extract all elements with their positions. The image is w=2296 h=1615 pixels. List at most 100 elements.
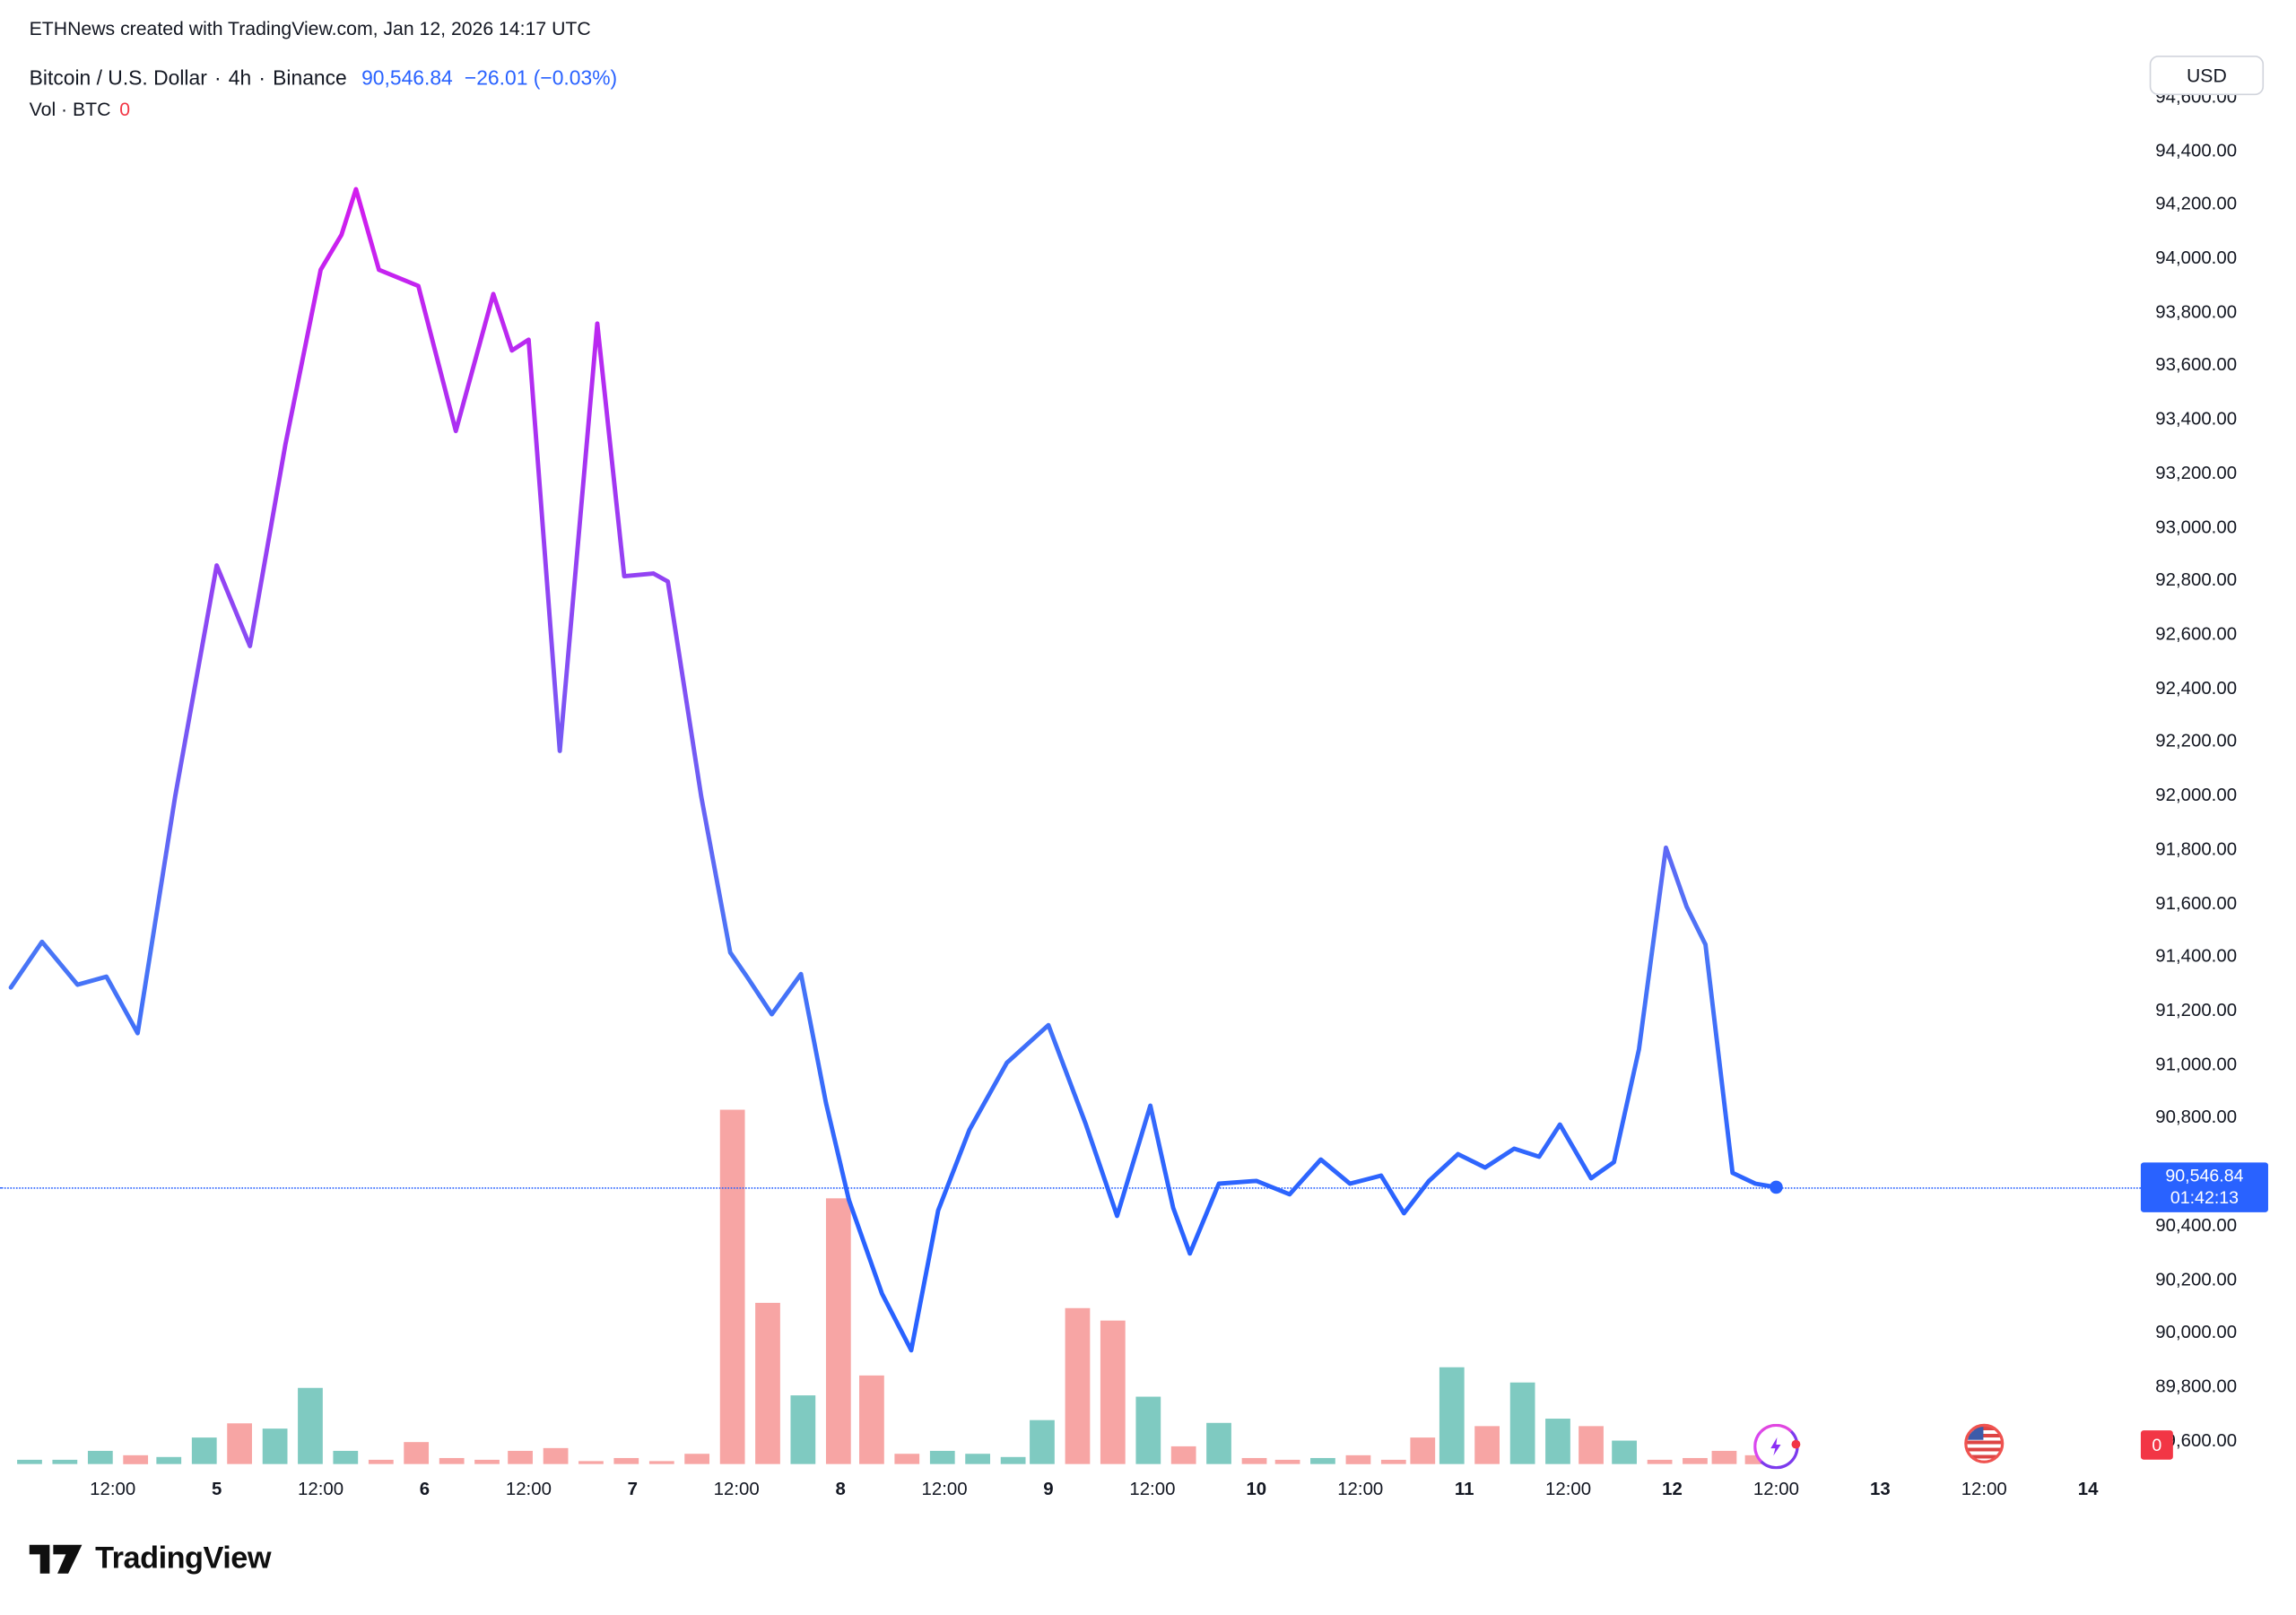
volume-bar xyxy=(17,1459,42,1464)
price-scale-label: 91,000.00 xyxy=(2155,1053,2238,1074)
volume-bar xyxy=(439,1457,465,1464)
volume-bar xyxy=(894,1454,920,1464)
price-scale-label: 89,800.00 xyxy=(2155,1376,2238,1397)
price-scale[interactable]: 94,600.00 94,400.00 94,200.00 94,000.00 93,8… xyxy=(2141,0,2296,1469)
volume-bar xyxy=(825,1198,851,1464)
price-scale-label: 91,200.00 xyxy=(2155,1000,2238,1020)
interval-label[interactable]: 4h xyxy=(228,65,252,90)
tradingview-logomark-icon xyxy=(29,1544,83,1574)
volume-bar xyxy=(1439,1367,1465,1464)
volume-bar xyxy=(1241,1457,1267,1464)
volume-bar xyxy=(613,1457,639,1464)
time-scale-label: 7 xyxy=(627,1478,638,1499)
time-scale-label: 12:00 xyxy=(1961,1478,2007,1499)
lightning-bolt-icon xyxy=(1770,1437,1781,1456)
time-scale-label: 6 xyxy=(419,1478,430,1499)
current-price-value: 90,546.84 xyxy=(2165,1165,2244,1186)
volume-bar xyxy=(1578,1426,1604,1464)
price-scale-label: 93,600.00 xyxy=(2155,354,2238,376)
price-scale-label: 93,400.00 xyxy=(2155,408,2238,430)
volume-bar xyxy=(508,1450,533,1464)
volume-indicator-label[interactable]: Vol · BTC xyxy=(29,97,111,120)
volume-bar xyxy=(1065,1307,1091,1464)
current-price-label: 90,546.84 01:42:13 xyxy=(2140,1162,2268,1212)
time-scale-label: 12:00 xyxy=(1752,1478,1799,1499)
volume-bar xyxy=(123,1454,149,1464)
separator: · xyxy=(258,65,265,90)
price-scale-label: 90,200.00 xyxy=(2155,1268,2238,1289)
volume-bar xyxy=(684,1454,710,1464)
time-scale[interactable]: 12:00 5 12:00 6 12:00 7 12:00 8 12:00 9 12:00 10 12:… xyxy=(0,1469,2141,1519)
volume-bar xyxy=(965,1454,990,1464)
time-scale-label: 9 xyxy=(1043,1478,1054,1499)
volume-bar xyxy=(1000,1456,1026,1464)
tradingview-wordmark: TradingView xyxy=(95,1541,272,1576)
price-scale-label: 92,600.00 xyxy=(2155,623,2238,645)
volume-bar xyxy=(543,1447,569,1464)
time-scale-label: 12:00 xyxy=(505,1478,552,1499)
price-scale-label: 92,200.00 xyxy=(2155,731,2238,752)
currency-toggle-button[interactable]: USD xyxy=(2149,56,2265,96)
price-change-value: −26.01 (−0.03%) xyxy=(464,65,618,90)
price-scale-label: 92,000.00 xyxy=(2155,785,2238,806)
price-scale-label: 93,800.00 xyxy=(2155,300,2238,322)
time-scale-label: 12:00 xyxy=(298,1478,344,1499)
symbol-title[interactable]: Bitcoin / U.S. Dollar xyxy=(29,65,207,90)
volume-bar xyxy=(474,1459,500,1464)
volume-bar xyxy=(404,1442,430,1464)
volume-bar xyxy=(52,1459,78,1464)
time-scale-label: 10 xyxy=(1246,1478,1267,1499)
volume-bar xyxy=(1612,1440,1637,1464)
volume-bar xyxy=(87,1450,113,1464)
time-scale-label: 12:00 xyxy=(1545,1478,1592,1499)
price-scale-label: 92,800.00 xyxy=(2155,569,2238,591)
price-line-series xyxy=(8,187,1779,1353)
price-scale-label: 93,200.00 xyxy=(2155,462,2238,483)
volume-bar xyxy=(1206,1422,1231,1464)
volume-bar xyxy=(1170,1446,1196,1464)
price-scale-label: 93,000.00 xyxy=(2155,516,2238,537)
volume-bar xyxy=(1345,1454,1371,1464)
tradingview-logo[interactable]: TradingView xyxy=(29,1541,272,1578)
price-scale-label: 90,000.00 xyxy=(2155,1322,2238,1343)
time-scale-label: 5 xyxy=(211,1478,222,1499)
quote-values: 90,546.84 −26.01 (−0.03%) xyxy=(361,65,617,89)
volume-bar xyxy=(1310,1457,1335,1464)
price-scale-label: 94,400.00 xyxy=(2155,139,2238,161)
volume-bar xyxy=(648,1461,674,1464)
us-economic-event-icon[interactable] xyxy=(1964,1423,2005,1463)
volume-bar xyxy=(1410,1437,1436,1464)
last-price-value: 90,546.84 xyxy=(361,65,453,90)
volume-bar xyxy=(1647,1459,1673,1464)
volume-bar xyxy=(929,1450,955,1464)
volume-bar xyxy=(859,1375,884,1464)
time-scale-label: 12:00 xyxy=(921,1478,968,1499)
volume-bar xyxy=(1030,1420,1055,1464)
volume-bar xyxy=(227,1423,252,1464)
attribution-note: ETHNews created with TradingView.com, Ja… xyxy=(29,17,591,40)
price-scale-label: 94,200.00 xyxy=(2155,193,2238,214)
volume-bar xyxy=(1135,1396,1161,1464)
volume-bar xyxy=(1274,1459,1300,1464)
volume-bars xyxy=(17,1109,1770,1464)
chart-plot[interactable] xyxy=(0,0,2141,1470)
volume-bar xyxy=(298,1387,323,1464)
volume-bar xyxy=(1100,1320,1126,1464)
price-scale-label: 89,600.00 xyxy=(2155,1429,2238,1451)
volume-bar xyxy=(262,1428,288,1464)
footer: TradingView xyxy=(29,1541,272,1578)
currency-toggle-label: USD xyxy=(2186,64,2227,87)
price-scale-label: 91,400.00 xyxy=(2155,946,2238,968)
time-scale-label: 11 xyxy=(1454,1478,1474,1499)
volume-axis-badge: 0 xyxy=(2140,1430,2173,1460)
time-scale-label: 12:00 xyxy=(1337,1478,1384,1499)
exchange-label: Binance xyxy=(273,65,347,90)
ai-event-icon[interactable] xyxy=(1753,1423,1801,1470)
volume-bar xyxy=(1380,1459,1406,1464)
current-price-dotted-line xyxy=(0,1186,2141,1189)
price-scale-label: 91,600.00 xyxy=(2155,892,2238,914)
time-scale-label: 12:00 xyxy=(90,1478,136,1499)
price-scale-label: 92,400.00 xyxy=(2155,677,2238,699)
volume-bar xyxy=(578,1461,604,1464)
